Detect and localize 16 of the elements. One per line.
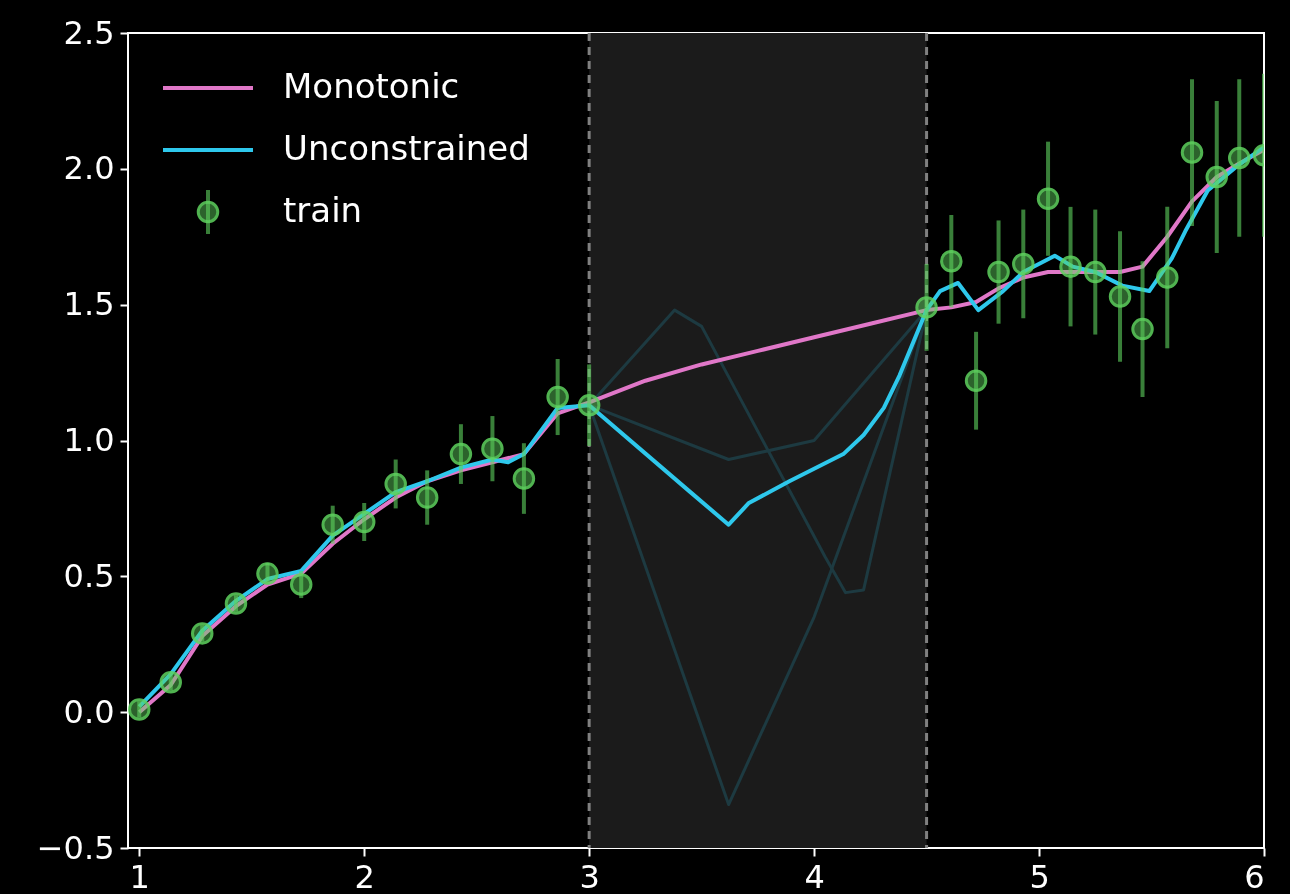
x-tick-label: 2 (354, 857, 375, 894)
legend-label: Unconstrained (283, 128, 530, 168)
legend-label: Monotonic (283, 66, 460, 106)
x-tick-label: 1 (129, 857, 150, 894)
x-tick-label: 4 (804, 857, 825, 894)
y-tick-label: 2.0 (63, 149, 115, 188)
y-tick-label: 0.0 (63, 692, 115, 731)
x-tick-label: 6 (1244, 857, 1265, 894)
legend-label: train (283, 190, 363, 230)
x-tick-label: 5 (1029, 857, 1050, 894)
x-tick-label: 3 (579, 857, 600, 894)
y-tick-label: −0.5 (36, 828, 115, 867)
y-tick-label: 1.0 (63, 421, 115, 459)
y-tick-label: 1.5 (63, 285, 115, 324)
y-tick-label: 0.5 (63, 556, 115, 595)
y-tick-label: 2.5 (63, 13, 115, 52)
